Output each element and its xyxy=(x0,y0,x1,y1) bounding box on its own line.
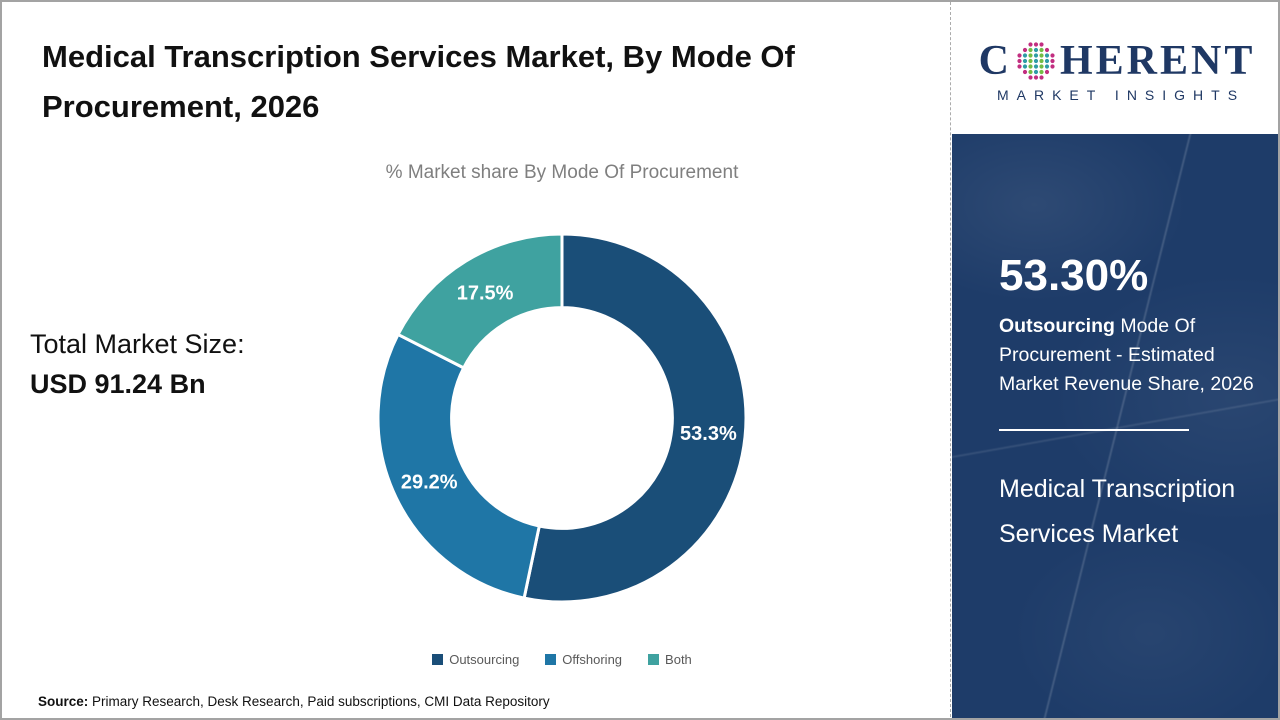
brand-letter-c: C xyxy=(978,38,1012,84)
brand-tagline: MARKET INSIGHTS xyxy=(996,87,1246,103)
donut-label-offshoring: 29.2% xyxy=(401,472,458,494)
donut-chart-svg: 53.3% 29.2% 17.5% xyxy=(376,232,748,604)
source-text: Primary Research, Desk Research, Paid su… xyxy=(88,694,550,709)
total-market-label: Total Market Size: xyxy=(30,329,245,359)
brand-logo-wordmark: C HERENT xyxy=(979,39,1256,83)
donut-slice-both xyxy=(396,232,564,370)
chart-legend: Outsourcing Offshoring Both xyxy=(362,648,762,670)
highlight-stat-rest: Mode Of Procurement - Estimated Market R… xyxy=(999,315,1254,396)
highlight-stat-value: 53.30% xyxy=(999,251,1149,300)
source-label: Source: xyxy=(38,694,89,709)
legend-swatch-both xyxy=(648,653,660,665)
legend-label-offshoring: Offshoring xyxy=(562,651,623,667)
legend-item-offshoring: Offshoring xyxy=(545,652,622,667)
legend-swatch-outsourcing xyxy=(432,653,444,665)
legend-label-both: Both xyxy=(665,651,692,667)
donut-chart: 53.3% 29.2% 17.5% xyxy=(367,223,757,613)
source-line: Source: Primary Research, Desk Research,… xyxy=(38,694,550,709)
donut-label-outsourcing: 53.3% xyxy=(680,423,737,445)
vertical-dashed-divider xyxy=(950,2,951,718)
brand-logo: C HERENT MARKET INSIGHTS xyxy=(952,2,1278,134)
highlight-panel: 53.30% Outsourcing Mode Of Procurement -… xyxy=(952,134,1278,718)
legend-swatch-offshoring xyxy=(545,653,557,665)
legend-item-both: Both xyxy=(648,652,692,667)
legend-label-outsourcing: Outsourcing xyxy=(449,651,520,667)
highlight-stat-category: Outsourcing xyxy=(999,315,1115,338)
coherent-globe-icon xyxy=(1017,42,1055,80)
donut-slice-outsourcing xyxy=(522,232,748,604)
legend-item-outsourcing: Outsourcing xyxy=(432,652,519,667)
donut-slice-offshoring xyxy=(376,332,542,600)
page-title: Medical Transcription Services Market, B… xyxy=(42,39,795,124)
chart-subtitle: % Market share By Mode Of Procurement xyxy=(385,162,739,183)
donut-label-both: 17.5% xyxy=(457,283,514,305)
panel-divider-line xyxy=(999,429,1189,432)
total-market-size: Total Market Size: USD 91.24 Bn xyxy=(30,324,245,404)
total-market-value: USD 91.24 Bn xyxy=(30,369,206,399)
brand-letters-rest: HERENT xyxy=(1059,38,1256,84)
highlight-stat-description: Outsourcing Mode Of Procurement - Estima… xyxy=(999,312,1261,399)
right-sidebar: C HERENT MARKET INSIGHTS 53.30% Outsourc… xyxy=(952,2,1278,718)
panel-market-name: Medical Transcription Services Market xyxy=(999,475,1236,549)
